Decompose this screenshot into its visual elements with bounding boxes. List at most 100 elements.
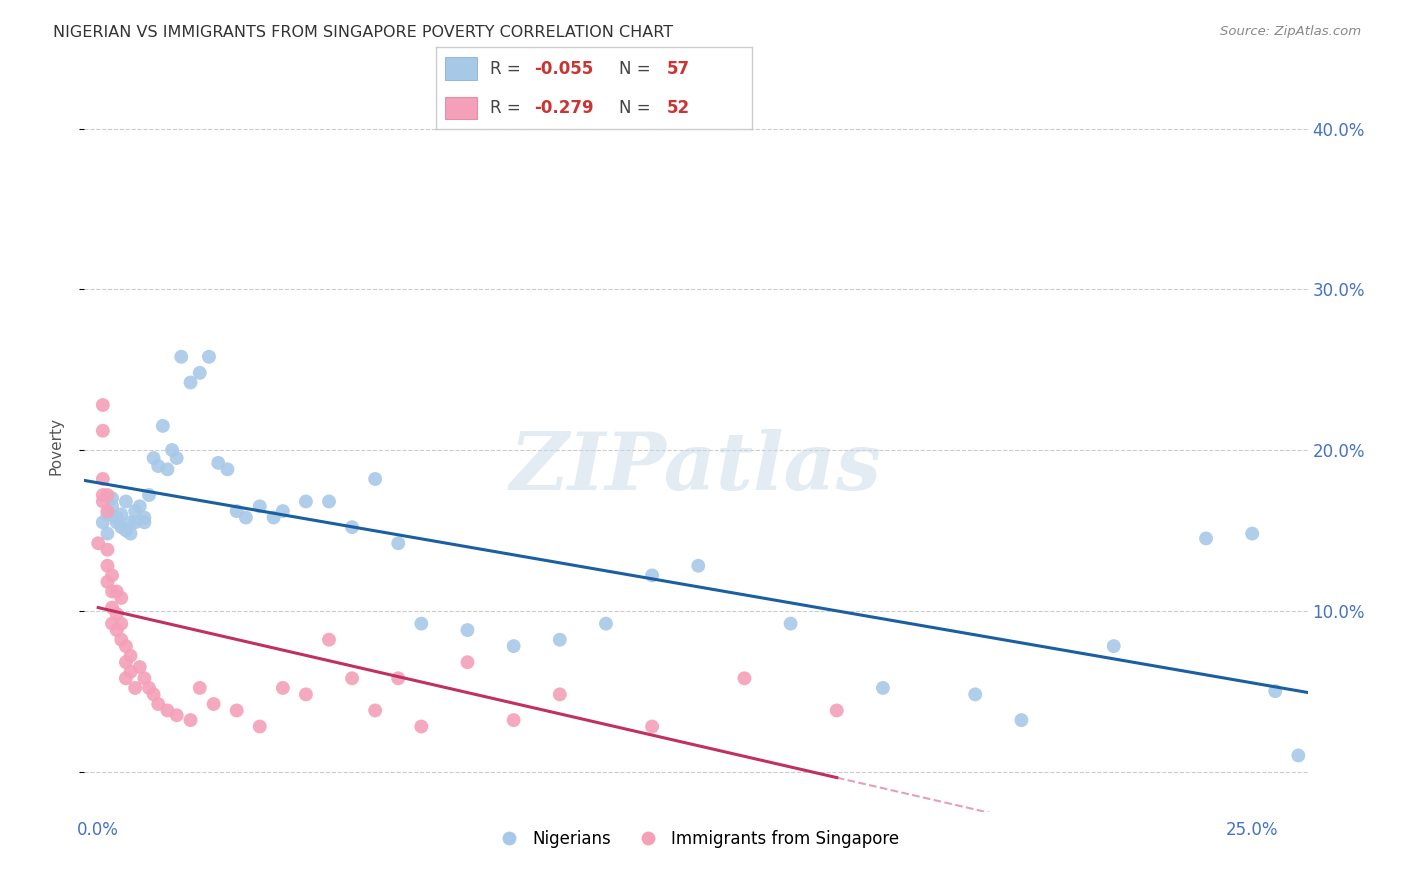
Point [96,504,118,518]
Point [779,616,801,631]
Point [91,472,114,486]
Text: 57: 57 [666,60,690,78]
Point [101,491,124,506]
Point [340,520,363,534]
Point [128,500,150,514]
Point [502,713,524,727]
Point [188,681,211,695]
Legend: Nigerians, Immigrants from Singapore: Nigerians, Immigrants from Singapore [486,823,905,855]
Point [115,655,138,669]
Point [1010,713,1032,727]
Point [110,508,132,522]
Y-axis label: Poverty: Poverty [49,417,63,475]
Point [188,366,211,380]
Point [148,459,170,474]
Text: -0.055: -0.055 [534,60,593,78]
Point [1286,748,1309,763]
Text: ZIPatlas: ZIPatlas [510,429,882,507]
Point [198,350,221,364]
Point [295,687,318,701]
Point [110,632,132,647]
Point [595,616,617,631]
Point [271,504,294,518]
Point [548,687,571,701]
Point [105,623,128,637]
Point [101,600,124,615]
Point [87,536,110,550]
Point [124,516,146,530]
Point [641,719,664,733]
Point [318,632,340,647]
Point [1195,532,1218,546]
Point [105,516,128,530]
Point [180,713,202,727]
Point [364,472,387,486]
Point [548,632,571,647]
Point [271,681,294,695]
Point [170,350,193,364]
Point [1102,639,1125,653]
Point [965,687,987,701]
Bar [446,57,477,80]
Point [249,500,271,514]
Point [110,520,132,534]
Point [202,697,225,711]
Point [502,639,524,653]
Point [263,510,285,524]
Point [364,703,387,717]
Point [124,504,146,518]
Point [120,648,142,663]
Point [872,681,894,695]
Point [641,568,664,582]
Point [115,524,138,538]
Point [1264,684,1286,698]
Point [249,719,271,733]
Text: N =: N = [620,99,657,117]
Point [105,607,128,621]
Text: 52: 52 [666,99,690,117]
Point [225,504,247,518]
Point [134,516,156,530]
Point [180,376,202,390]
Point [142,451,165,466]
Point [156,462,179,476]
Point [96,526,118,541]
Point [115,639,138,653]
Point [160,443,183,458]
Point [96,508,118,522]
Point [101,616,124,631]
Point [225,703,247,717]
Point [207,456,229,470]
Point [148,697,170,711]
Point [217,462,239,476]
Point [134,510,156,524]
Point [138,488,160,502]
Point [166,708,188,723]
Point [96,488,118,502]
Point [825,703,848,717]
Point [387,536,409,550]
Point [101,584,124,599]
Point [340,671,363,685]
Point [101,568,124,582]
Text: Source: ZipAtlas.com: Source: ZipAtlas.com [1220,25,1361,38]
Point [91,494,114,508]
Point [295,494,318,508]
Point [138,681,160,695]
Point [120,516,142,530]
Point [96,542,118,557]
Point [142,687,165,701]
Bar [446,96,477,120]
Point [96,558,118,573]
Point [124,681,146,695]
Point [105,584,128,599]
Point [91,424,114,438]
Point [166,451,188,466]
Point [235,510,257,524]
Point [96,574,118,589]
Point [120,526,142,541]
Text: NIGERIAN VS IMMIGRANTS FROM SINGAPORE POVERTY CORRELATION CHART: NIGERIAN VS IMMIGRANTS FROM SINGAPORE PO… [53,25,673,40]
Point [115,671,138,685]
Point [120,665,142,679]
Point [688,558,710,573]
